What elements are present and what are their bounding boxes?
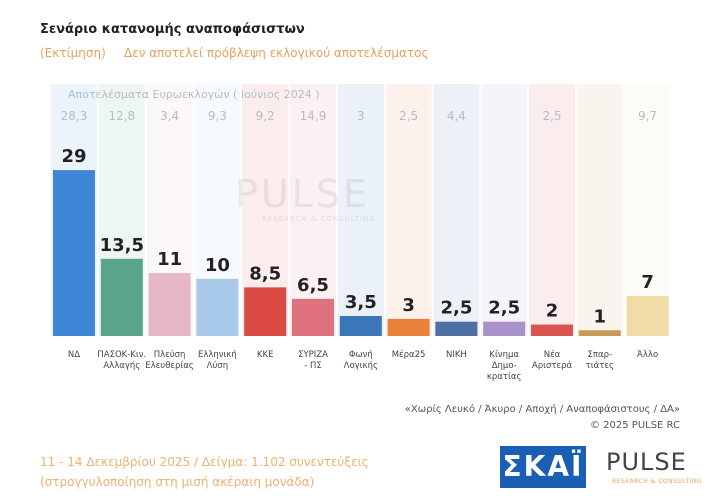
column-background: [481, 84, 528, 336]
comparison-label: 9,2: [256, 109, 275, 123]
watermark: PULSE: [235, 172, 371, 216]
column-background: [290, 84, 336, 336]
comparison-label: 12,8: [108, 109, 135, 123]
value-label: 3: [402, 295, 415, 316]
fieldwork: 11 - 14 Δεκεμβρίου 2025 / Δείγμα: 1.102 …: [40, 455, 369, 469]
comparison-legend: Αποτελέσματα Ευρωεκλογών ( Ιούνιος 2024 …: [68, 88, 320, 101]
bar: [578, 330, 621, 336]
value-label: 2: [546, 301, 559, 322]
column-background: [576, 84, 623, 336]
comparison-label: 3,4: [160, 109, 179, 123]
value-label: 1: [594, 306, 607, 327]
bar: [148, 273, 191, 336]
value-label: 10: [205, 255, 230, 276]
subtitle-left: (Εκτίμηση): [40, 46, 106, 60]
skai-logo: ΣΚΑΪ: [500, 446, 586, 488]
category-label: ΠΑΣΟΚ-Κιν. Αλλαγής: [97, 350, 147, 371]
bar: [387, 318, 430, 336]
rounding-note: (στρογγυλοποίηση στη μισή ακέραιη μονάδα…: [40, 475, 315, 489]
column-background: [624, 84, 671, 336]
bar: [196, 278, 239, 336]
category-label: ΝΙΚΗ: [445, 350, 467, 360]
value-label: 29: [61, 146, 86, 167]
column-background: [385, 84, 432, 336]
comparison-label: 4,4: [447, 109, 466, 123]
value-label: 11: [157, 249, 182, 270]
comparison-label: 14,9: [300, 109, 327, 123]
bar: [292, 298, 334, 336]
value-label: 2,5: [488, 298, 520, 319]
column-background: [337, 84, 384, 336]
copyright: © 2025 PULSE RC: [589, 420, 680, 431]
watermark-sub: RESEARCH & CONSULTING: [262, 215, 376, 223]
column-background: [433, 84, 480, 336]
value-label: 13,5: [100, 235, 144, 256]
category-label: Φωνή Λογικής: [343, 350, 378, 371]
chart-title: Σενάριο κατανομής αναποφάσιστων: [40, 22, 305, 37]
bar: [339, 315, 382, 336]
category-label: Άλλο: [637, 350, 659, 360]
bar: [100, 258, 143, 336]
bar: [53, 170, 95, 336]
comparison-label: 3: [357, 109, 365, 123]
value-label: 3,5: [345, 292, 377, 313]
bar: [626, 295, 669, 336]
comparison-label: 2,5: [399, 109, 418, 123]
bar: [531, 324, 573, 336]
category-label: ΚΚΕ: [256, 350, 274, 360]
value-label: 6,5: [297, 275, 329, 296]
comparison-label: 2,5: [542, 109, 561, 123]
footnote: «Χωρίς Λευκό / Άκυρο / Αποχή / Αναποφάσι…: [404, 404, 680, 415]
comparison-label: 9,3: [208, 109, 227, 123]
category-label: ΣΥΡΙΖΑ - ΠΣ: [298, 350, 328, 371]
category-label: Νέα Αριστερά: [531, 350, 573, 371]
bar: [435, 321, 478, 336]
value-label: 7: [641, 272, 654, 293]
category-label: Ελληνική Λύση: [197, 350, 237, 371]
bar: [483, 321, 526, 336]
subtitle: Δεν αποτελεί πρόβλεψη εκλογικού αποτελέσ…: [124, 46, 429, 60]
comparison-label: 28,3: [61, 109, 88, 123]
bar: [244, 287, 287, 336]
comparison-label: 9,7: [638, 109, 657, 123]
value-label: 2,5: [440, 298, 472, 319]
category-label: Σπαρ- τιάτες: [585, 350, 614, 371]
category-label: ΝΔ: [67, 350, 81, 360]
category-label: Μέρα25: [391, 350, 426, 360]
value-label: 8,5: [249, 263, 281, 284]
pulse-logo: PULSE: [606, 448, 687, 476]
category-label: Κίνημα Δημο- κρατίας: [486, 350, 522, 382]
category-label: Πλεύση Ελευθερίας: [145, 350, 194, 371]
pulse-logo-sub: RESEARCH & CONSULTING: [612, 478, 702, 485]
column-background: [529, 84, 575, 336]
